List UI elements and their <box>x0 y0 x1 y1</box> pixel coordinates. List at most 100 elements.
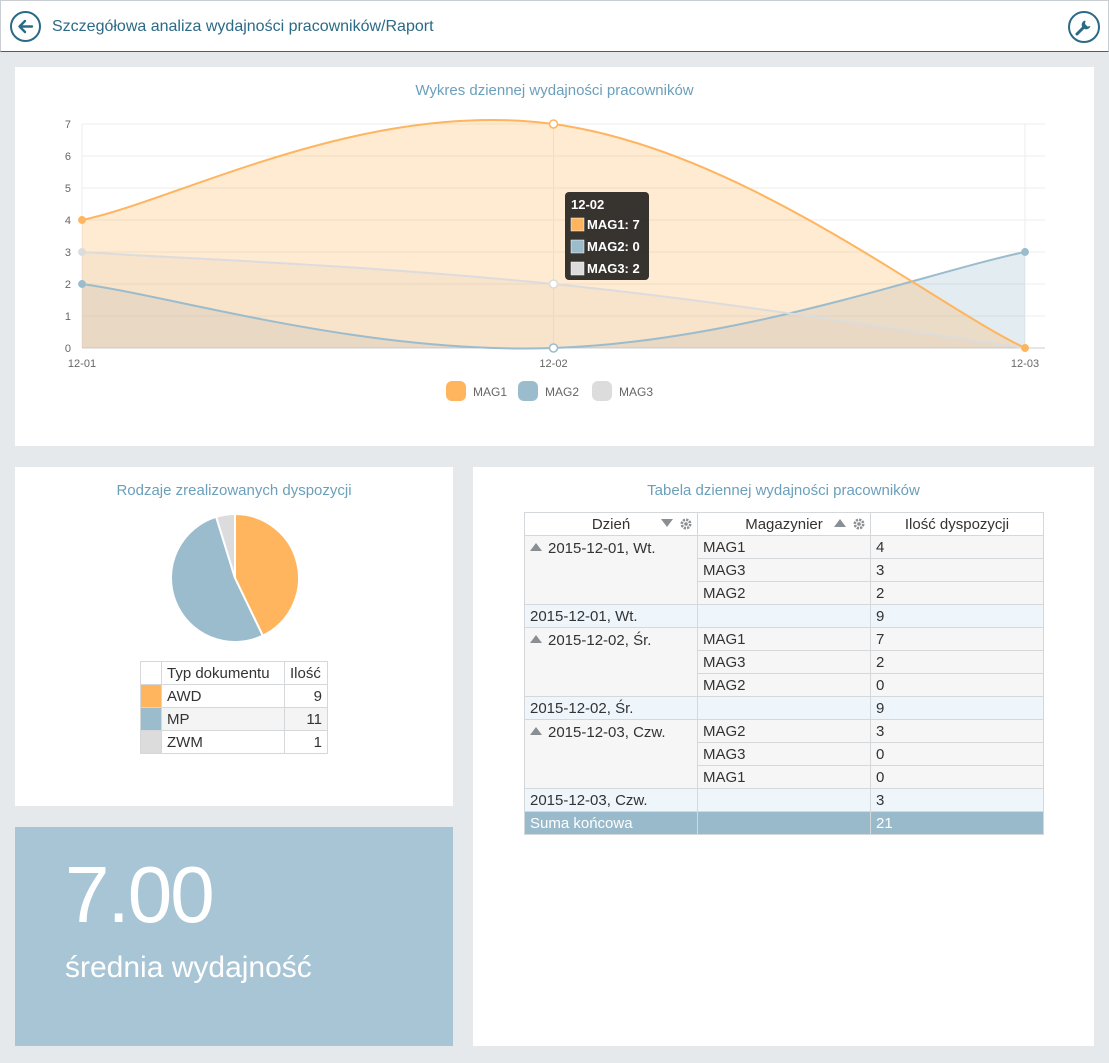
pie-table-row: ZWM 1 <box>140 730 328 754</box>
storekeeper-cell: MAG1 <box>697 627 871 651</box>
pie-slice-mp[interactable] <box>170 515 265 643</box>
back-button[interactable] <box>10 11 41 42</box>
tooltip-box <box>565 192 649 280</box>
doc-type-label: ZWM <box>161 730 285 754</box>
table-row: 2015-12-01, Wt. MAG1 4 <box>524 535 1044 605</box>
pie-title: Rodzaje zrealizowanych dyspozycji <box>116 482 352 499</box>
data-point[interactable] <box>548 343 559 353</box>
count-cell: 0 <box>870 742 1044 766</box>
y-tick-label: 3 <box>65 247 71 259</box>
data-point[interactable] <box>78 216 86 224</box>
kpi-label: średnia wydajność <box>65 951 312 984</box>
day-group-cell[interactable]: 2015-12-03, Czw. <box>524 719 698 789</box>
pivot-table: Dzień Magazynier Ilość dyspozycji <box>524 512 1044 835</box>
day-label: 2015-12-01, Wt. <box>548 540 656 557</box>
document-types-pie <box>170 512 300 643</box>
x-tick-label: 12-01 <box>68 358 96 370</box>
column-header-day[interactable]: Dzień <box>524 512 698 536</box>
sort-asc-icon[interactable] <box>833 519 846 527</box>
pie-table-row: AWD 9 <box>140 684 328 708</box>
grand-total-label: Suma końcowa <box>524 811 698 835</box>
pie-table-header: Typ dokumentu Ilość <box>140 661 328 685</box>
count-cell: 0 <box>870 765 1044 789</box>
column-header-count[interactable]: Ilość dyspozycji <box>870 512 1044 536</box>
grand-total-row: Suma końcowa 21 <box>524 811 1044 835</box>
storekeeper-cell: MAG3 <box>697 558 871 582</box>
subtotal-row: 2015-12-03, Czw. 3 <box>524 788 1044 812</box>
table-row: MAG1 0 <box>525 765 1044 789</box>
collapse-icon[interactable] <box>530 727 542 735</box>
subtotal-row: 2015-12-01, Wt. 9 <box>524 604 1044 628</box>
header-doc-type: Typ dokumentu <box>161 661 285 685</box>
data-point[interactable] <box>78 280 86 288</box>
data-point[interactable] <box>1021 248 1029 256</box>
subtotal-row: 2015-12-02, Śr. 9 <box>524 696 1044 720</box>
legend-swatch-mag1[interactable] <box>446 381 466 401</box>
pivot-header-row: Dzień Magazynier Ilość dyspozycji <box>524 512 1044 536</box>
x-tick-label: 12-02 <box>539 358 567 370</box>
daily-performance-table-panel: Tabela dziennej wydajności pracowników D… <box>473 467 1094 1046</box>
table-row: 2015-12-02, Śr. MAG1 7 <box>524 627 1044 697</box>
sort-desc-icon[interactable] <box>660 519 673 527</box>
y-tick-label: 7 <box>65 119 71 131</box>
column-header-storekeeper-label: Magazynier <box>745 515 823 533</box>
count-cell: 4 <box>870 535 1044 559</box>
x-tick-label: 12-03 <box>1011 358 1039 370</box>
data-point[interactable] <box>548 279 559 289</box>
y-tick-label: 5 <box>65 183 71 195</box>
subtotal-value: 9 <box>870 604 1044 628</box>
legend-swatch-mag3[interactable] <box>592 381 612 401</box>
doc-type-label: AWD <box>161 684 285 708</box>
tooltip-row: MAG3: 2 <box>587 261 640 276</box>
collapse-icon[interactable] <box>530 635 542 643</box>
daily-performance-chart-panel: Wykres dziennej wydajności pracowników 0… <box>15 67 1094 446</box>
color-swatch <box>140 730 162 754</box>
table-row: MAG3 0 <box>525 742 1044 766</box>
daily-performance-chart: 0 1 2 3 4 5 6 7 12-01 12-02 12-03 12-02 MAG1: 7 MAG2:… <box>65 119 1045 401</box>
count-cell: 0 <box>870 673 1044 697</box>
data-point[interactable] <box>548 119 559 129</box>
gear-icon[interactable] <box>679 517 693 531</box>
table-row: 2015-12-03, Czw. MAG2 3 <box>524 719 1044 789</box>
column-header-storekeeper[interactable]: Magazynier <box>697 512 871 536</box>
count-cell: 2 <box>870 581 1044 605</box>
tooltip-swatch <box>570 217 585 232</box>
table-row: MAG3 3 <box>525 558 1044 582</box>
storekeeper-cell: MAG2 <box>697 581 871 605</box>
day-group-cell[interactable]: 2015-12-01, Wt. <box>524 535 698 605</box>
legend-label-mag2[interactable]: MAG2 <box>545 385 579 399</box>
data-point[interactable] <box>78 248 86 256</box>
tooltip-swatch <box>570 261 585 276</box>
gear-icon[interactable] <box>852 517 866 531</box>
page-title: Szczegółowa analiza wydajności pracownik… <box>52 18 434 35</box>
y-tick-label: 0 <box>65 343 71 355</box>
legend-label-mag3[interactable]: MAG3 <box>619 385 653 399</box>
legend-swatch-mag2[interactable] <box>518 381 538 401</box>
table-row: MAG2 0 <box>525 673 1044 697</box>
color-swatch <box>140 707 162 731</box>
count-cell: 7 <box>870 627 1044 651</box>
collapse-icon[interactable] <box>530 543 542 551</box>
storekeeper-cell: MAG3 <box>697 650 871 674</box>
document-types-table: Typ dokumentu Ilość AWD 9 MP 11 ZWM 1 <box>140 661 328 754</box>
data-point[interactable] <box>1021 344 1029 352</box>
tooltip-title: 12-02 <box>571 197 604 212</box>
settings-button[interactable] <box>1068 11 1100 43</box>
tooltip-row: MAG2: 0 <box>587 239 640 254</box>
doc-type-label: MP <box>161 707 285 731</box>
subtotal-label: 2015-12-03, Czw. <box>524 788 698 812</box>
subtotal-label: 2015-12-01, Wt. <box>524 604 698 628</box>
arrow-left-icon <box>18 19 34 34</box>
count-cell: 3 <box>870 719 1044 743</box>
legend-label-mag1[interactable]: MAG1 <box>473 385 507 399</box>
table-row: MAG3 2 <box>525 650 1044 674</box>
doc-type-count: 1 <box>284 730 328 754</box>
wrench-icon <box>1075 20 1091 36</box>
average-performance-kpi: 7.00 średnia wydajność <box>15 827 453 1046</box>
kpi-value: 7.00 <box>65 850 215 939</box>
count-cell: 3 <box>870 558 1044 582</box>
pie-slice-awd[interactable] <box>234 512 300 637</box>
pie-table-row: MP 11 <box>140 707 328 731</box>
day-group-cell[interactable]: 2015-12-02, Śr. <box>524 627 698 697</box>
pie-slice-zwm[interactable] <box>214 512 236 579</box>
